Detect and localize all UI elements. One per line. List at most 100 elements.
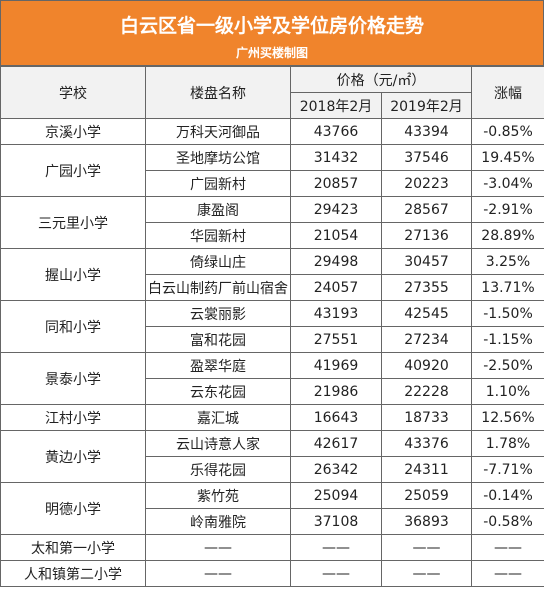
estate-cell: 白云山制药厂前山宿舍 [145,274,291,301]
row: 景泰小学 盈翠华庭 41969 40920 -2.50% [0,352,544,405]
row: 京溪小学 万科天河御品 43766 43394 -0.85% [0,118,544,145]
row: 黄边小学 云山诗意人家 42617 43376 1.78% [0,430,544,483]
header-cell: 学校 [0,66,146,119]
row: 江村小学 嘉汇城 16643 18733 12.56% [0,404,544,431]
price-table: 学校 楼盘名称 价格（元/㎡） 涨幅 2018年2月 2019年2月 京溪小学万… [0,66,544,587]
header-row: 学校 楼盘名称 价格（元/㎡） 涨幅 [0,66,544,119]
price-cell: 24311 [381,456,472,483]
school-cell: 太和第一小学 [0,534,146,561]
estate-cell: 嘉汇城 [145,404,291,431]
header-cell: 楼盘名称 [145,66,291,119]
row: 太和第一小学 —— —— —— —— [0,534,544,561]
row: 明德小学 紫竹苑 25094 25059 -0.14% [0,482,544,535]
change-cell: -0.85% [471,118,544,145]
price-cell: 43376 [381,430,472,457]
school-cell: 同和小学 [0,300,146,353]
estate-cell: 云裳丽影 [145,300,291,327]
price-cell: 27551 [290,326,382,353]
header-cell: 2018年2月 [290,92,382,119]
price-cell: 25059 [381,482,472,509]
header-cell: 涨幅 [471,66,544,119]
change-cell: —— [471,560,544,587]
price-cell: —— [381,560,472,587]
change-cell: -0.14% [471,482,544,509]
subtitle: 广州买楼制图 [235,46,308,60]
estate-cell: 圣地摩坊公馆 [145,144,291,171]
table-body: 学校 楼盘名称 价格（元/㎡） 涨幅 2018年2月 2019年2月 京溪小学万… [0,66,544,587]
row: 三元里小学 康盈阁 29423 28567 -2.91% [0,196,544,249]
price-cell: 41969 [290,352,382,379]
price-cell: 40920 [381,352,472,379]
estate-cell: 康盈阁 [145,196,291,223]
change-cell: 3.25% [471,248,544,275]
change-cell: -0.58% [471,508,544,535]
row: 乐得花园 26342 24311 -7.71% [1,456,544,483]
change-cell: -7.71% [471,456,544,483]
price-cell: 43766 [290,118,382,145]
estate-cell: 华园新村 [145,222,291,249]
school-cell: 江村小学 [0,404,146,431]
change-cell: -2.91% [471,196,544,223]
estate-cell: 云山诗意人家 [145,430,291,457]
price-cell: 43394 [381,118,472,145]
price-cell: 27136 [381,222,472,249]
price-cell: —— [381,534,472,561]
estate-cell: 盈翠华庭 [145,352,291,379]
change-cell: 19.45% [471,144,544,171]
estate-cell: 云东花园 [145,378,291,405]
estate-cell: 倚绿山庄 [145,248,291,275]
price-cell: 36893 [381,508,472,535]
school-cell: 三元里小学 [0,196,146,249]
price-cell: 21986 [290,378,382,405]
school-cell: 广园小学 [0,144,146,197]
price-cell: 30457 [381,248,472,275]
school-cell: 人和镇第二小学 [0,560,146,587]
price-cell: 37108 [290,508,382,535]
price-cell: —— [290,560,382,587]
school-cell: 京溪小学 [0,118,146,145]
row: 同和小学 云裳丽影 43193 42545 -1.50% [0,300,544,353]
estate-cell: 富和花园 [145,326,291,353]
estate-cell: 紫竹苑 [145,482,291,509]
header-cell: 2019年2月 [381,92,472,119]
change-cell: 13.71% [471,274,544,301]
change-cell: 1.10% [471,378,544,405]
estate-cell: 乐得花园 [145,456,291,483]
price-cell: 37546 [381,144,472,171]
estate-cell: —— [145,560,291,587]
row: 华园新村 21054 27136 28.89% [1,222,544,249]
price-cell: 21054 [290,222,382,249]
price-cell: 16643 [290,404,382,431]
price-cell: 26342 [290,456,382,483]
row: 广园小学 圣地摩坊公馆 31432 37546 19.45% [0,144,544,197]
change-cell: -2.50% [471,352,544,379]
price-cell: 42545 [381,300,472,327]
price-cell: 20857 [290,170,382,197]
price-cell: 27234 [381,326,472,353]
school-cell: 握山小学 [0,248,146,301]
row: 握山小学 倚绿山庄 29498 30457 3.25% [0,248,544,301]
change-cell: -1.50% [471,300,544,327]
price-cell: 29498 [290,248,382,275]
change-cell: 12.56% [471,404,544,431]
row: 人和镇第二小学 —— —— —— —— [0,560,544,587]
price-cell: 22228 [381,378,472,405]
change-cell: —— [471,534,544,561]
price-cell: 29423 [290,196,382,223]
banner: 白云区省一级小学及学位房价格走势 广州买楼制图 [0,0,544,66]
row: 白云山制药厂前山宿舍 24057 27355 13.71% [1,274,544,301]
estate-cell: 万科天河御品 [145,118,291,145]
row: 富和花园 27551 27234 -1.15% [1,326,544,353]
estate-cell: —— [145,534,291,561]
row: 岭南雅院 37108 36893 -0.58% [1,508,544,535]
school-cell: 景泰小学 [0,352,146,405]
price-cell: 31432 [290,144,382,171]
price-cell: 27355 [381,274,472,301]
price-cell: 28567 [381,196,472,223]
price-cell: —— [290,534,382,561]
estate-cell: 广园新村 [145,170,291,197]
school-cell: 明德小学 [0,482,146,535]
school-cell: 黄边小学 [0,430,146,483]
title: 白云区省一级小学及学位房价格走势 [119,15,424,37]
